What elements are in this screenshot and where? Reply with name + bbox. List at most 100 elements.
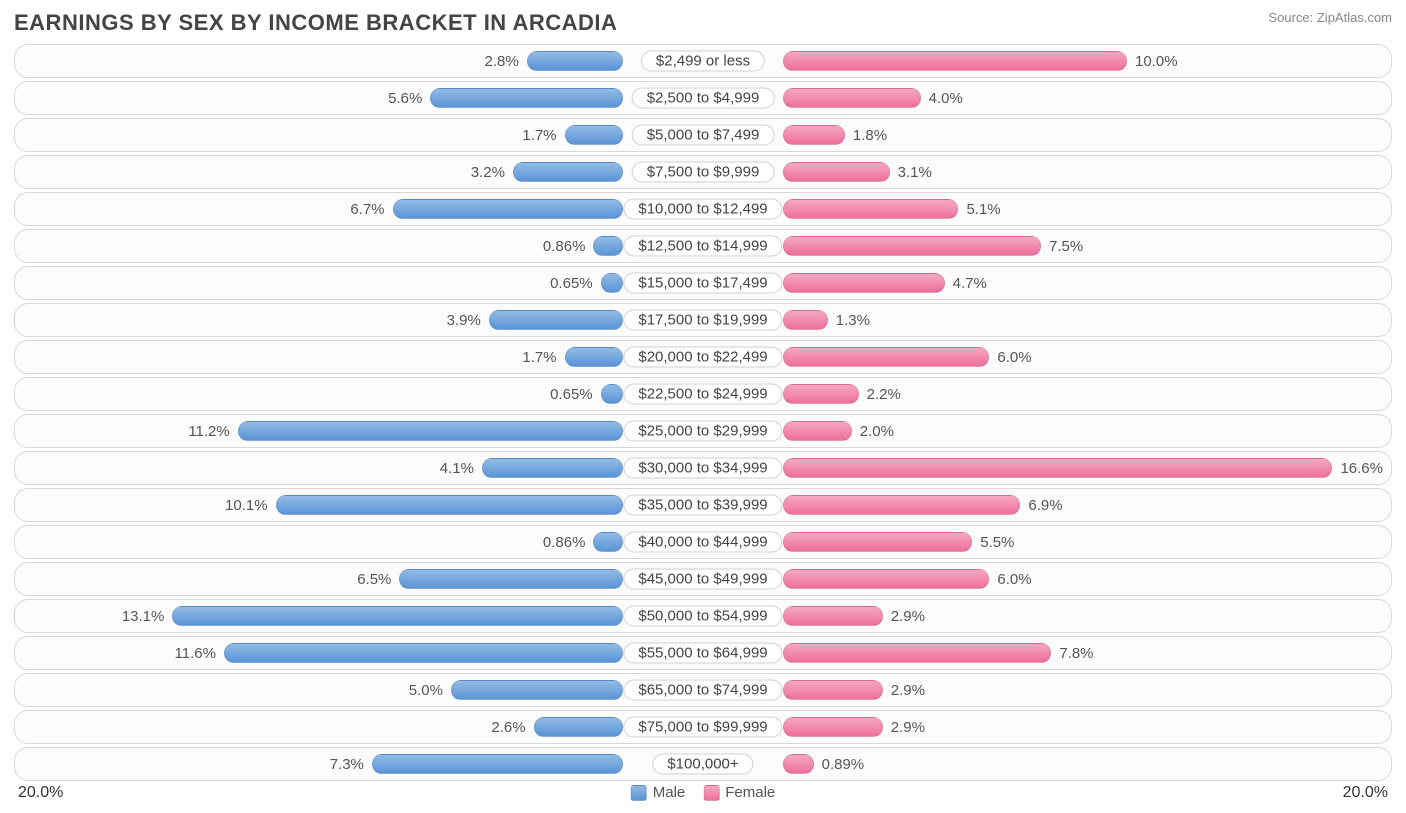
chart-row: 6.7%5.1%$10,000 to $12,499 bbox=[14, 192, 1392, 226]
male-half: 1.7% bbox=[15, 341, 703, 373]
male-bar bbox=[451, 680, 623, 700]
male-value-label: 6.5% bbox=[349, 571, 399, 588]
diverging-bar-chart: 2.8%10.0%$2,499 or less5.6%4.0%$2,500 to… bbox=[14, 44, 1392, 781]
male-half: 10.1% bbox=[15, 489, 703, 521]
female-value-label: 4.0% bbox=[921, 90, 971, 107]
male-bar bbox=[527, 51, 623, 71]
female-value-label: 2.0% bbox=[852, 423, 902, 440]
bracket-label: $20,000 to $22,499 bbox=[623, 347, 782, 368]
bracket-label: $35,000 to $39,999 bbox=[623, 495, 782, 516]
female-half: 10.0% bbox=[703, 45, 1391, 77]
chart-row: 0.86%5.5%$40,000 to $44,999 bbox=[14, 525, 1392, 559]
female-bar bbox=[783, 347, 989, 367]
female-bar bbox=[783, 421, 852, 441]
male-value-label: 0.65% bbox=[542, 275, 601, 292]
bracket-label: $12,500 to $14,999 bbox=[623, 236, 782, 257]
female-half: 2.2% bbox=[703, 378, 1391, 410]
male-value-label: 6.7% bbox=[342, 201, 392, 218]
male-value-label: 5.0% bbox=[401, 682, 451, 699]
female-half: 1.8% bbox=[703, 119, 1391, 151]
female-bar bbox=[783, 273, 945, 293]
chart-row: 0.65%4.7%$15,000 to $17,499 bbox=[14, 266, 1392, 300]
male-value-label: 11.6% bbox=[167, 645, 224, 662]
chart-header: EARNINGS BY SEX BY INCOME BRACKET IN ARC… bbox=[14, 10, 1392, 44]
bracket-label: $17,500 to $19,999 bbox=[623, 310, 782, 331]
female-bar bbox=[783, 310, 828, 330]
male-value-label: 1.7% bbox=[514, 349, 564, 366]
male-bar bbox=[593, 236, 623, 256]
bracket-label: $100,000+ bbox=[652, 754, 753, 775]
chart-row: 7.3%0.89%$100,000+ bbox=[14, 747, 1392, 781]
chart-source: Source: ZipAtlas.com bbox=[1268, 10, 1392, 25]
male-bar bbox=[372, 754, 623, 774]
male-half: 2.8% bbox=[15, 45, 703, 77]
female-bar bbox=[783, 236, 1041, 256]
bracket-label: $30,000 to $34,999 bbox=[623, 458, 782, 479]
chart-row: 0.65%2.2%$22,500 to $24,999 bbox=[14, 377, 1392, 411]
female-value-label: 3.1% bbox=[890, 164, 940, 181]
female-bar bbox=[783, 643, 1051, 663]
bracket-label: $40,000 to $44,999 bbox=[623, 532, 782, 553]
male-bar bbox=[601, 273, 623, 293]
male-bar bbox=[276, 495, 623, 515]
male-half: 11.2% bbox=[15, 415, 703, 447]
chart-row: 3.9% 1.3% $17,500 to $19,999 bbox=[14, 303, 1392, 337]
female-bar bbox=[783, 717, 883, 737]
male-half: 3.9% bbox=[15, 304, 703, 336]
bracket-label: $50,000 to $54,999 bbox=[623, 606, 782, 627]
male-half: 3.2% bbox=[15, 156, 703, 188]
male-value-label: 0.86% bbox=[535, 238, 594, 255]
male-bar bbox=[565, 125, 623, 145]
male-value-label: 2.6% bbox=[483, 719, 533, 736]
female-value-label: 2.9% bbox=[883, 682, 933, 699]
female-value-label: 16.6% bbox=[1332, 460, 1391, 477]
female-value-label: 1.3% bbox=[828, 312, 878, 329]
female-half: 4.7% bbox=[703, 267, 1391, 299]
female-half: 4.0% bbox=[703, 82, 1391, 114]
female-value-label: 0.89% bbox=[814, 756, 873, 773]
legend-female-label: Female bbox=[725, 784, 775, 801]
bracket-label: $55,000 to $64,999 bbox=[623, 643, 782, 664]
male-bar bbox=[430, 88, 623, 108]
male-bar bbox=[601, 384, 623, 404]
legend-female: Female bbox=[703, 784, 775, 801]
male-half: 13.1% bbox=[15, 600, 703, 632]
female-half: 2.9% bbox=[703, 711, 1391, 743]
legend-male-label: Male bbox=[653, 784, 686, 801]
bracket-label: $22,500 to $24,999 bbox=[623, 384, 782, 405]
male-half: 2.6% bbox=[15, 711, 703, 743]
chart-row: 11.2% 2.0% $25,000 to $29,999 bbox=[14, 414, 1392, 448]
female-value-label: 10.0% bbox=[1127, 53, 1186, 70]
female-half: 2.9% bbox=[703, 600, 1391, 632]
female-bar bbox=[783, 495, 1020, 515]
male-half: 6.7% bbox=[15, 193, 703, 225]
female-bar bbox=[783, 458, 1332, 478]
bracket-label: $25,000 to $29,999 bbox=[623, 421, 782, 442]
female-half: 2.9% bbox=[703, 674, 1391, 706]
bracket-label: $7,500 to $9,999 bbox=[632, 162, 775, 183]
bracket-label: $65,000 to $74,999 bbox=[623, 680, 782, 701]
female-bar bbox=[783, 384, 859, 404]
chart-row: 6.5%6.0%$45,000 to $49,999 bbox=[14, 562, 1392, 596]
chart-row: 10.1% 6.9% $35,000 to $39,999 bbox=[14, 488, 1392, 522]
female-value-label: 6.9% bbox=[1020, 497, 1070, 514]
female-half: 3.1% bbox=[703, 156, 1391, 188]
female-value-label: 6.0% bbox=[989, 349, 1039, 366]
axis-right-label: 20.0% bbox=[703, 784, 1392, 802]
male-half: 1.7% bbox=[15, 119, 703, 151]
female-bar bbox=[783, 606, 883, 626]
male-value-label: 5.6% bbox=[380, 90, 430, 107]
female-value-label: 2.9% bbox=[883, 608, 933, 625]
chart-row: 5.0% 2.9% $65,000 to $74,999 bbox=[14, 673, 1392, 707]
female-half: 2.0% bbox=[703, 415, 1391, 447]
male-bar bbox=[482, 458, 623, 478]
male-bar bbox=[238, 421, 623, 441]
male-value-label: 1.7% bbox=[514, 127, 564, 144]
chart-row: 3.2% 3.1% $7,500 to $9,999 bbox=[14, 155, 1392, 189]
bracket-label: $75,000 to $99,999 bbox=[623, 717, 782, 738]
male-half: 5.0% bbox=[15, 674, 703, 706]
chart-row: 2.6% 2.9%$75,000 to $99,999 bbox=[14, 710, 1392, 744]
male-bar bbox=[593, 532, 623, 552]
female-value-label: 2.2% bbox=[859, 386, 909, 403]
female-swatch-icon bbox=[703, 785, 719, 801]
